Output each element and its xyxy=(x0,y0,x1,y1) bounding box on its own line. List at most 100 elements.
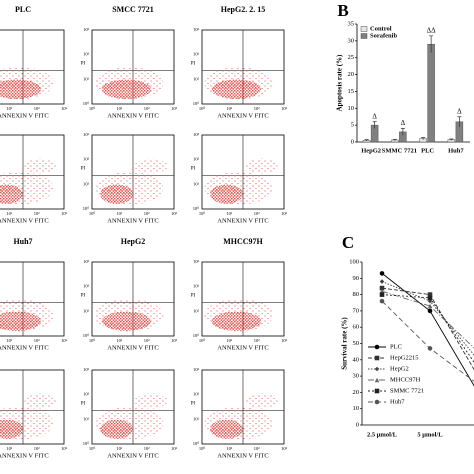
error-bar xyxy=(372,121,377,129)
y-tick-label: 0 xyxy=(356,421,359,428)
cell-cloud xyxy=(24,158,58,174)
y-tick-label: 20 xyxy=(353,389,360,396)
x-axis-label: ANNEXIN V FITC xyxy=(217,217,268,224)
x-axis-label: ANNEXIN V FITC xyxy=(107,344,158,351)
x-tick-label: 10³ xyxy=(281,106,288,111)
y-axis-label: PI xyxy=(81,166,86,171)
y-tick-label: 40 xyxy=(353,356,360,363)
legend-marker xyxy=(374,355,380,361)
error-bar xyxy=(400,128,405,136)
bar xyxy=(427,43,435,143)
y-tick-label: 10³ xyxy=(83,132,90,137)
x-tick-label: 2.5 μmol/L xyxy=(367,431,398,438)
y-tick-label: 60 xyxy=(353,324,360,331)
y-tick-label: 10³ xyxy=(193,132,200,137)
x-axis-label: ANNEXIN V FITC xyxy=(0,344,49,351)
x-tick-label: 10¹ xyxy=(116,106,123,111)
annotation: Δ xyxy=(372,112,377,120)
x-tick-label: 10⁰ xyxy=(89,338,96,343)
x-tick-label: 10¹ xyxy=(226,446,233,451)
y-tick-label: 15 xyxy=(348,88,355,95)
marker xyxy=(427,308,433,314)
x-tick-label: 10⁰ xyxy=(199,446,206,451)
y-tick-label: 10³ xyxy=(83,259,90,264)
y-tick-label: 70 xyxy=(353,307,360,314)
marker xyxy=(379,271,385,276)
cell-cloud xyxy=(204,407,274,440)
y-tick-label: 10⁰ xyxy=(83,333,90,338)
panel-label: C xyxy=(342,233,354,252)
x-tick-label: 10³ xyxy=(171,446,178,451)
x-tick-label: 10⁰ xyxy=(199,211,206,216)
y-axis-label: PI xyxy=(81,61,86,66)
y-tick-label: 10⁰ xyxy=(193,441,200,446)
x-axis-label: ANNEXIN V FITC xyxy=(217,344,268,351)
x-axis-label: ANNEXIN V FITC xyxy=(107,217,158,224)
x-tick-label: 10² xyxy=(34,106,41,111)
y-tick-label: 80 xyxy=(353,291,360,298)
y-tick-label: 0 xyxy=(351,138,354,145)
x-tick-label: 10³ xyxy=(171,211,178,216)
marker xyxy=(379,285,385,291)
cell-cloud xyxy=(134,158,168,174)
panel-title: Huh7 xyxy=(13,237,32,246)
cell-cloud xyxy=(0,172,54,205)
legend-marker xyxy=(374,344,380,350)
y-tick-label: 20 xyxy=(348,71,355,78)
marker xyxy=(427,346,433,351)
y-tick-label: 10¹ xyxy=(83,76,90,81)
y-tick-label: 10² xyxy=(83,284,90,289)
y-axis-label: PI xyxy=(191,166,196,171)
x-tick-label: 10¹ xyxy=(226,338,233,343)
x-tick-label: 10² xyxy=(34,211,41,216)
y-tick-label: 10⁰ xyxy=(193,333,200,338)
y-tick-label: 10³ xyxy=(83,367,90,372)
y-tick-label: 10¹ xyxy=(83,308,90,313)
y-tick-label: 10¹ xyxy=(193,308,200,313)
cell-cloud xyxy=(244,393,278,409)
y-tick-label: 10⁰ xyxy=(193,206,200,211)
y-tick-label: 10³ xyxy=(193,27,200,32)
y-tick-label: 10⁰ xyxy=(83,441,90,446)
cell-cloud xyxy=(204,299,274,332)
x-tick-label: 10¹ xyxy=(226,211,233,216)
legend-label: SMMC 7721 xyxy=(390,387,424,394)
y-axis-label: PI xyxy=(81,293,86,298)
y-tick-label: 10³ xyxy=(83,27,90,32)
x-tick-label: 10² xyxy=(144,106,151,111)
series-line xyxy=(381,290,474,349)
error-bar xyxy=(449,138,454,141)
x-tick-label: 10¹ xyxy=(6,446,13,451)
y-tick-label: 10² xyxy=(193,157,200,162)
y-axis-label: PI xyxy=(191,293,196,298)
x-tick-label: 10¹ xyxy=(116,211,123,216)
legend-label: HepG2215 xyxy=(390,354,419,361)
cell-cloud xyxy=(134,393,168,409)
y-tick-label: 10¹ xyxy=(193,76,200,81)
y-tick-label: 35 xyxy=(348,20,355,27)
x-tick-label: 10³ xyxy=(61,106,68,111)
x-tick-label: 10¹ xyxy=(6,211,13,216)
panel-title: PLC xyxy=(15,5,31,14)
marker xyxy=(379,298,385,304)
y-tick-label: 100 xyxy=(349,258,359,265)
x-axis-label: ANNEXIN V FITC xyxy=(0,217,49,224)
x-tick-label: 10¹ xyxy=(6,338,13,343)
x-tick-label: 10³ xyxy=(61,446,68,451)
axes xyxy=(356,24,470,143)
panel-title: HepG2 xyxy=(121,237,145,246)
annotation: ΔΔ xyxy=(427,26,437,34)
annotation: Δ xyxy=(457,107,462,115)
y-tick-label: 10⁰ xyxy=(83,101,90,106)
x-tick-label: 10² xyxy=(144,446,151,451)
y-tick-label: 10² xyxy=(83,392,90,397)
legend-swatch xyxy=(360,33,368,39)
x-axis-label: ANNEXIN V FITC xyxy=(107,452,158,459)
x-tick-label: 10⁰ xyxy=(89,446,96,451)
legend-label: HepG2 xyxy=(390,365,409,372)
